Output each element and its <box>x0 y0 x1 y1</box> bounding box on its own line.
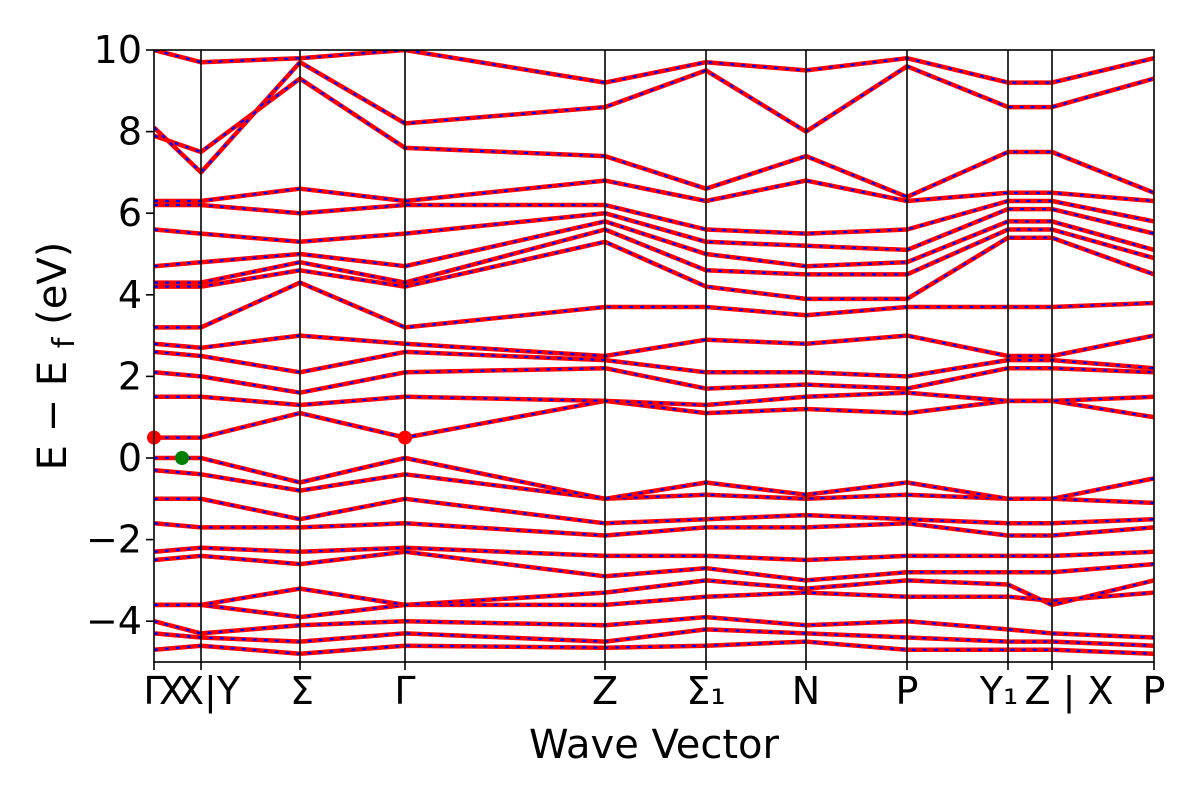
band-line-dashed-5 <box>154 550 1154 582</box>
band-line-dashed-24 <box>154 60 1154 174</box>
y-tick-label: 0 <box>118 436 142 480</box>
band-line-dashed-4 <box>154 579 1154 607</box>
kpoint-label: Z | X <box>1024 669 1113 714</box>
kpoint-label: Σ <box>290 669 314 713</box>
band-line-dashed-2 <box>154 615 1154 639</box>
kpoint-label: P <box>1143 669 1166 713</box>
y-axis-label-sub: f <box>47 336 82 348</box>
band-line-6 <box>154 545 1154 563</box>
y-tick-label: 6 <box>118 191 142 235</box>
kpoint-label: X <box>159 669 185 713</box>
band-edge-marker-1 <box>175 451 189 465</box>
kpoint-label: N <box>792 669 820 713</box>
band-line-dashed-15 <box>154 334 1154 358</box>
band-line-dashed-17 <box>154 236 1154 300</box>
band-edge-marker-2 <box>398 430 412 445</box>
y-tick-label: 8 <box>118 110 142 154</box>
band-line-3 <box>154 590 1154 620</box>
y-tick-label: 4 <box>118 273 142 317</box>
kpoint-label: X|Y <box>178 669 241 714</box>
y-axis-label-unit: (eV) <box>30 242 76 325</box>
y-tick-label: −2 <box>86 518 142 562</box>
band-line-23 <box>154 76 1154 200</box>
band-line-8 <box>154 496 1154 526</box>
plot-frame <box>153 49 1155 663</box>
band-line-1 <box>154 627 1154 648</box>
kpath-separators <box>200 50 1053 662</box>
y-axis-ticks: −4 −2 0 2 4 6 8 10 <box>86 28 154 643</box>
band-line-10 <box>154 455 1154 502</box>
y-tick-label: 10 <box>94 28 142 72</box>
band-line-16 <box>154 280 1154 330</box>
y-axis-label-main: E − E <box>30 361 76 471</box>
kpoint-label: Σ₁ <box>686 669 725 713</box>
bands-layer <box>154 50 1154 657</box>
kpoint-label: Γ <box>143 669 164 713</box>
band-line-dashed-21 <box>154 199 1154 235</box>
band-line-dashed-22 <box>154 179 1154 203</box>
kpoint-label: Γ <box>394 669 415 713</box>
kpoint-label: Z <box>592 669 618 713</box>
kpoint-label: P <box>896 669 919 713</box>
band-line-dashed-23 <box>154 77 1154 199</box>
y-axis-label: E − E f (eV) <box>30 242 84 471</box>
y-tick-label: 2 <box>118 354 142 398</box>
band-line-22 <box>154 178 1154 204</box>
kpoint-label: Y₁ <box>979 669 1018 713</box>
y-tick-label: −4 <box>86 599 142 643</box>
band-line-dashed-20 <box>154 208 1154 252</box>
band-line-15 <box>154 333 1154 359</box>
x-axis-label: Wave Vector <box>529 722 780 768</box>
